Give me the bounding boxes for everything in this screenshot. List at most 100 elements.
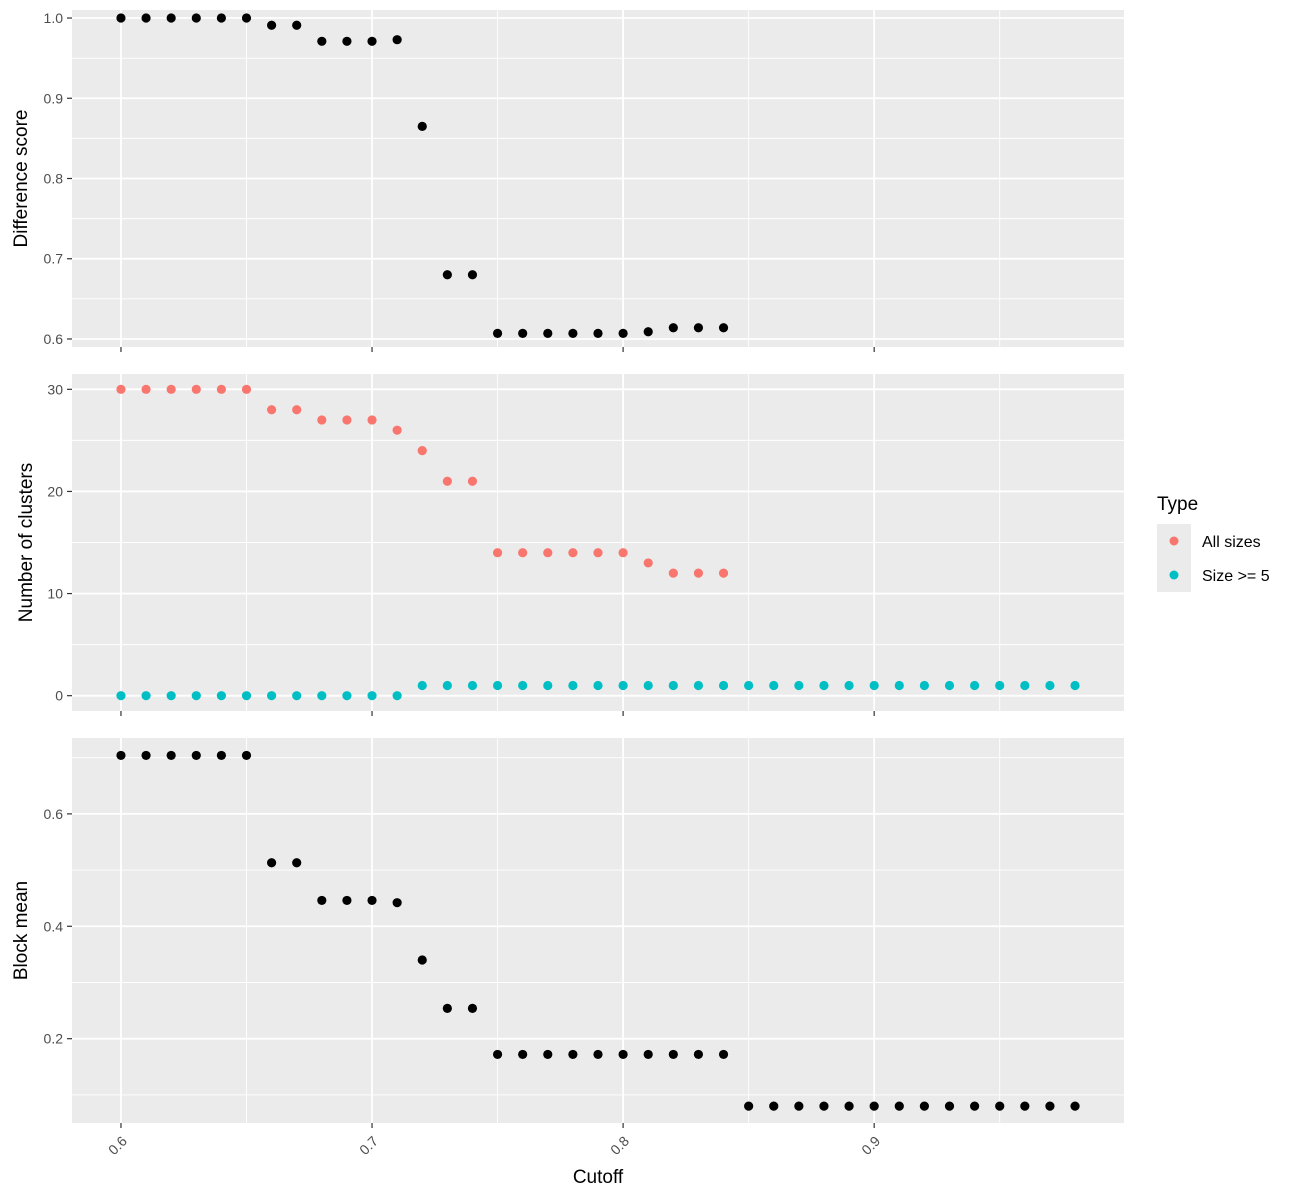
data-point	[141, 13, 151, 23]
y-tick-label: 0.2	[44, 1031, 64, 1047]
y-tick-label: 0	[55, 688, 63, 704]
data-point	[919, 680, 929, 691]
data-point	[116, 13, 126, 23]
data-point	[392, 35, 402, 45]
x-axis-tick-labels: 0.6 0.7 0.8 0.9	[105, 1133, 883, 1158]
data-point	[1070, 680, 1080, 691]
panel-grid	[72, 738, 1124, 1123]
data-point	[342, 415, 352, 425]
data-point	[995, 1101, 1005, 1111]
panel-points	[116, 384, 1080, 701]
data-point	[417, 445, 427, 456]
data-point	[744, 1101, 754, 1111]
data-point	[568, 1049, 578, 1060]
data-point	[693, 1049, 704, 1060]
panel-block-mean: 0.2 0.4 0.6 0.6 0.7 0.8 0.9 Block mean	[11, 738, 1124, 1158]
data-point	[543, 328, 553, 338]
x-tick-marks	[120, 1123, 875, 1128]
y-axis-title: Block mean	[11, 881, 32, 980]
data-point	[970, 680, 980, 691]
data-point	[216, 13, 226, 23]
data-point	[1020, 680, 1030, 691]
data-point	[141, 750, 151, 761]
data-point	[241, 691, 252, 701]
data-point	[643, 327, 653, 337]
data-point	[166, 750, 176, 761]
legend-key-size-ge-5	[1169, 570, 1179, 580]
data-point	[492, 328, 503, 338]
panel-number-of-clusters: 0 10 20 30 Number of clusters	[16, 374, 1124, 716]
data-point	[467, 476, 478, 486]
data-point	[392, 691, 402, 701]
y-axis: 0.2 0.4 0.6	[44, 806, 72, 1047]
data-point	[593, 1049, 603, 1060]
panel-grid	[72, 374, 1124, 711]
data-point	[844, 680, 854, 691]
data-point	[191, 384, 201, 394]
data-point	[668, 568, 678, 578]
data-point	[568, 548, 578, 558]
data-point	[518, 328, 528, 338]
x-tick-marks	[120, 711, 875, 716]
y-tick-label: 0.4	[44, 918, 64, 934]
y-axis: 0 10 20 30	[47, 381, 72, 704]
legend-key-all-sizes	[1169, 536, 1179, 546]
data-point	[392, 898, 402, 908]
data-point	[191, 750, 201, 761]
data-point	[442, 680, 452, 691]
data-point	[618, 548, 628, 558]
data-point	[693, 680, 704, 691]
legend: Type All sizes Size >= 5	[1157, 494, 1270, 592]
data-point	[568, 328, 578, 338]
data-point	[367, 691, 377, 701]
panel-points	[116, 750, 1080, 1111]
data-point	[518, 680, 528, 691]
data-point	[417, 680, 427, 691]
data-point	[518, 1049, 528, 1060]
y-tick-label: 0.7	[44, 251, 64, 267]
data-point	[518, 548, 528, 558]
x-tick-label: 0.8	[607, 1133, 632, 1158]
data-point	[367, 415, 377, 425]
y-tick-label: 1.0	[44, 10, 64, 26]
y-axis-title: Difference score	[11, 110, 32, 248]
data-point	[417, 955, 427, 965]
data-point	[216, 750, 226, 761]
data-point	[492, 680, 503, 691]
data-point	[267, 691, 277, 701]
data-point	[467, 680, 478, 691]
data-point	[970, 1101, 980, 1111]
data-point	[718, 568, 729, 578]
data-point	[944, 680, 955, 691]
data-point	[342, 895, 352, 906]
data-point	[116, 384, 126, 394]
data-point	[894, 680, 904, 691]
data-point	[618, 328, 628, 338]
data-point	[543, 548, 553, 558]
data-point	[869, 1101, 879, 1111]
data-point	[492, 1049, 503, 1060]
data-point	[292, 858, 302, 868]
data-point	[844, 1101, 854, 1111]
y-tick-label: 10	[47, 586, 63, 602]
data-point	[1045, 1101, 1055, 1111]
data-point	[442, 270, 452, 280]
data-point	[693, 323, 704, 333]
data-point	[668, 680, 678, 691]
y-tick-label: 30	[47, 381, 63, 397]
data-point	[819, 1101, 829, 1111]
y-tick-label: 0.8	[44, 171, 64, 187]
data-point	[317, 691, 327, 701]
y-tick-label: 0.6	[44, 331, 64, 347]
x-axis-title: Cutoff	[573, 1167, 624, 1188]
data-point	[769, 680, 779, 691]
data-point	[593, 548, 603, 558]
data-point	[668, 1049, 678, 1060]
data-point	[1045, 680, 1055, 691]
legend-label-size-ge-5: Size >= 5	[1202, 568, 1270, 585]
data-point	[317, 415, 327, 425]
data-point	[492, 548, 503, 558]
data-point	[1020, 1101, 1030, 1111]
data-point	[794, 680, 804, 691]
